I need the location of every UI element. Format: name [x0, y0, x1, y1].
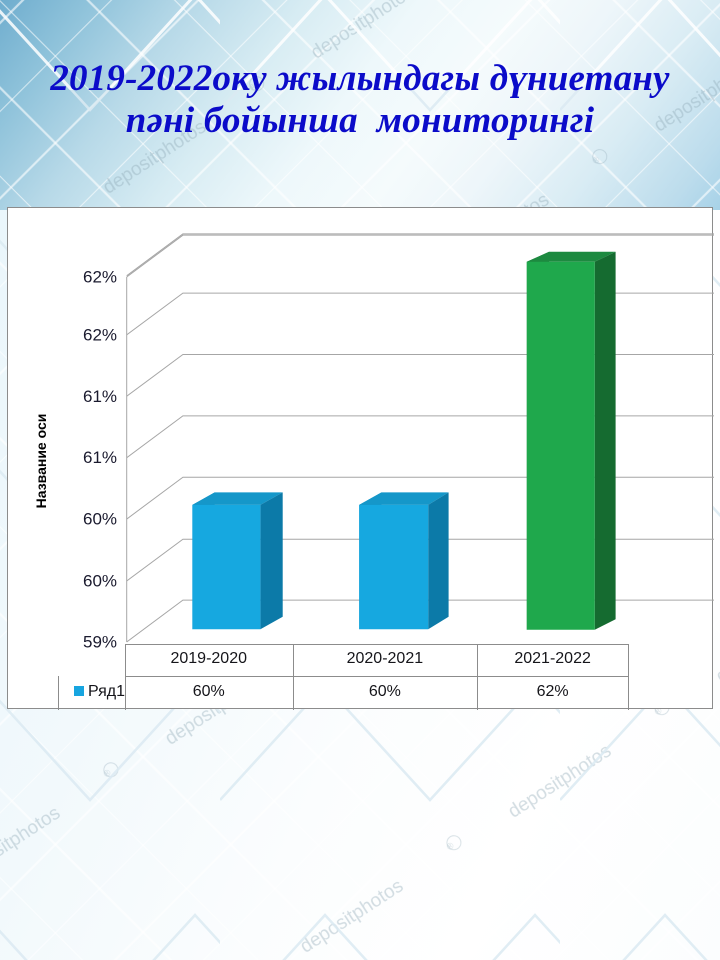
svg-text:60%: 60% [83, 572, 117, 591]
svg-text:59%: 59% [83, 633, 117, 652]
svg-text:Название оси: Название оси [33, 414, 49, 509]
svg-text:62%: 62% [83, 325, 117, 344]
svg-text:61%: 61% [83, 448, 117, 467]
svg-text:60%: 60% [83, 510, 117, 529]
svg-text:62%: 62% [83, 268, 117, 287]
svg-text:61%: 61% [83, 387, 117, 406]
